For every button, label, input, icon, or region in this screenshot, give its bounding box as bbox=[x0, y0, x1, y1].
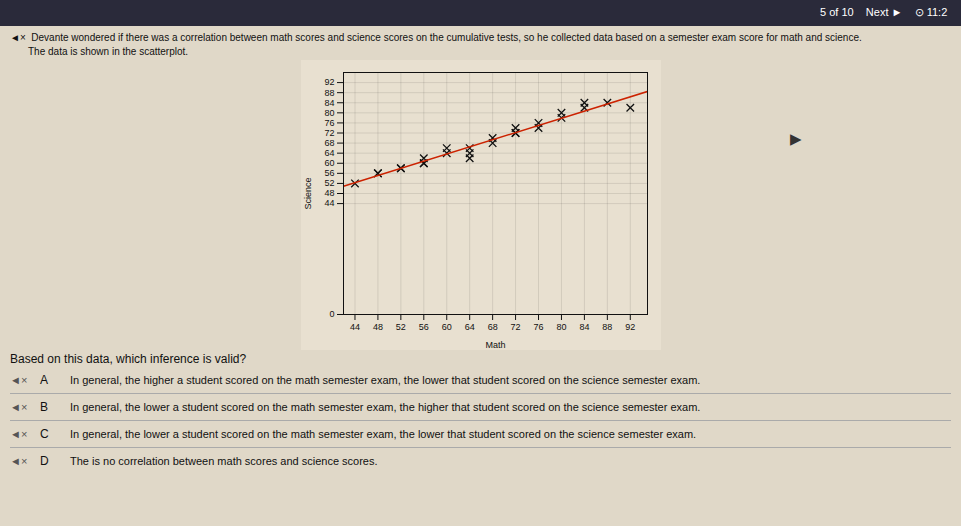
svg-text:52: 52 bbox=[395, 322, 405, 332]
html-text:5 of 10 Next ► ⊙ 11:2: 5 of 10 Next ► ⊙ 11:2 bbox=[820, 6, 948, 18]
svg-text:52: 52 bbox=[324, 178, 334, 188]
svg-text:72: 72 bbox=[324, 128, 334, 138]
svg-text:44: 44 bbox=[349, 322, 359, 332]
svg-text:60: 60 bbox=[441, 322, 451, 332]
svg-text:80: 80 bbox=[324, 108, 334, 118]
svg-text:44: 44 bbox=[324, 198, 334, 208]
svg-text:84: 84 bbox=[579, 322, 589, 332]
svg-text:68: 68 bbox=[324, 138, 334, 148]
svg-text:80: 80 bbox=[556, 322, 566, 332]
html-text:C: C bbox=[40, 427, 49, 441]
svg-text:56: 56 bbox=[324, 168, 334, 178]
svg-text:64: 64 bbox=[324, 148, 334, 158]
svg-text:92: 92 bbox=[324, 77, 334, 87]
svg-text:72: 72 bbox=[510, 322, 520, 332]
html-text:In general, the lower a studen: In general, the lower a student scored o… bbox=[70, 401, 701, 413]
html-text:D: D bbox=[40, 454, 49, 468]
svg-text:Science: Science bbox=[302, 177, 312, 209]
svg-text:64: 64 bbox=[464, 322, 474, 332]
svg-text:48: 48 bbox=[324, 188, 334, 198]
svg-text:88: 88 bbox=[602, 322, 612, 332]
html-text:The data is shown in the scatt: The data is shown in the scatterplot. bbox=[28, 46, 189, 57]
html-text:The is no correlation between: The is no correlation between math score… bbox=[70, 455, 378, 467]
svg-text:48: 48 bbox=[372, 322, 382, 332]
html-text:In general, the higher a stude: In general, the higher a student scored … bbox=[70, 374, 701, 386]
svg-text:92: 92 bbox=[625, 322, 635, 332]
html-text:A: A bbox=[40, 373, 48, 387]
html-text:B: B bbox=[40, 400, 48, 414]
svg-text:56: 56 bbox=[418, 322, 428, 332]
svg-text:84: 84 bbox=[324, 98, 334, 108]
html-text:In general, the lower a studen: In general, the lower a student scored o… bbox=[70, 428, 697, 440]
svg-text:68: 68 bbox=[487, 322, 497, 332]
svg-text:Math: Math bbox=[485, 340, 505, 350]
svg-text:60: 60 bbox=[324, 158, 334, 168]
svg-text:88: 88 bbox=[324, 88, 334, 98]
html-text:◄× Devante wondered if there w: ◄× Devante wondered if there was a corre… bbox=[10, 32, 862, 43]
svg-text:76: 76 bbox=[324, 118, 334, 128]
svg-text:0: 0 bbox=[329, 309, 334, 319]
html-text:Based on this data, which infe: Based on this data, which inference is v… bbox=[10, 352, 247, 366]
svg-text:76: 76 bbox=[533, 322, 543, 332]
